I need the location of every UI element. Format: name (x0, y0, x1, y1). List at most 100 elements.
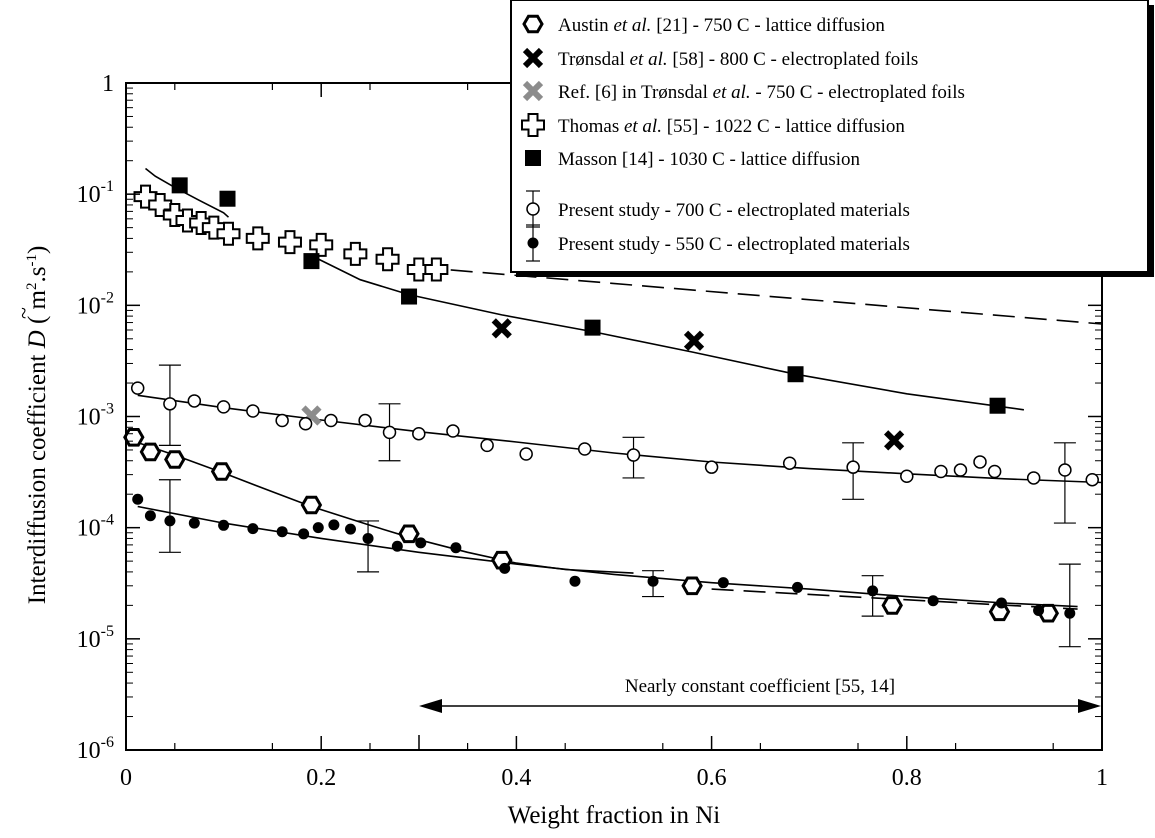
data-point-open-circle (577, 442, 592, 456)
x-stroke-b (522, 80, 544, 102)
legend-label-part: - 750 C - electroplated foils (751, 82, 965, 103)
data-point-hexagon (681, 576, 703, 596)
data-point-open-circle (519, 447, 533, 461)
data-point-open-circle (1026, 471, 1041, 485)
y-tick-label: 10-3 (77, 401, 114, 431)
y-tick-base: 10 (77, 405, 101, 431)
legend-label: Thomas et al. [55] - 1022 C - lattice di… (558, 116, 905, 137)
x-stroke-b (522, 47, 544, 69)
legend-label: Present study - 700 C - electroplated ma… (558, 200, 910, 221)
data-point-open-circle (626, 448, 641, 462)
legend-label-part: Present study - 700 C - electroplated ma… (558, 200, 910, 221)
data-point-open-circle (382, 425, 397, 440)
data-point-filled-circle (450, 542, 462, 554)
data-point-plus (343, 241, 368, 266)
data-point-x (683, 330, 705, 351)
y-tick-exponent: -5 (101, 623, 114, 640)
legend-marker-x (522, 80, 544, 102)
annotation-arrowhead-right (1078, 699, 1101, 713)
y-tick-exponent: -1 (101, 178, 114, 195)
data-point-filled-circle (218, 519, 230, 531)
legend-label: Trønsdal et al. [58] - 800 C - electropl… (558, 49, 918, 70)
y-axis-label-unit-mid: .s (24, 267, 51, 283)
y-axis-label: Interdiffusion coefficient D ( m2.s-1) ~ (11, 246, 51, 605)
legend-marker-hexagon (522, 14, 544, 34)
y-tick-label: 1 (102, 71, 114, 97)
data-point-x (883, 430, 905, 451)
legend-label-part: et al. (713, 82, 751, 103)
y-tick-exponent: -6 (101, 734, 114, 751)
data-point-filled-circle (1033, 604, 1045, 616)
legend-marker-x (522, 47, 544, 69)
data-point-open-circle (163, 397, 177, 411)
data-point-hexagon (300, 495, 323, 515)
data-point-plus (406, 257, 431, 282)
x-stroke-b (491, 318, 512, 339)
legend-label: Ref. [6] in Trønsdal et al. - 750 C - el… (558, 82, 965, 103)
y-axis-label-symbol: D (24, 330, 51, 349)
y-axis-label-unit-close: ) (24, 246, 51, 254)
x-tick-label: 0.4 (501, 765, 531, 791)
data-point-filled-circle (144, 510, 156, 522)
data-point-open-circle (187, 394, 202, 408)
data-point-hexagon (398, 524, 420, 544)
data-point-square (989, 397, 1006, 414)
error-bar (1058, 563, 1081, 648)
data-point-open-circle (987, 464, 1002, 479)
annotation-arrowhead-left (419, 699, 442, 713)
data-point-filled-circle (391, 540, 403, 552)
legend-label-part: Thomas (558, 116, 624, 137)
data-point-filled-circle (647, 575, 659, 587)
legend-label: Austin et al. [21] - 750 C - lattice dif… (558, 15, 885, 36)
data-point-filled-circle (499, 562, 511, 574)
data-point-filled-circle (791, 581, 803, 593)
legend-marker-square (525, 150, 541, 166)
y-tick-base: 10 (77, 516, 101, 542)
data-point-hexagon (210, 462, 233, 481)
y-tick-label: 10-6 (77, 734, 114, 764)
data-point-open-circle (324, 413, 338, 428)
legend-label-part: et al. (624, 116, 662, 137)
x-tick-label: 0.8 (892, 765, 922, 791)
data-point-open-circle (275, 413, 289, 428)
x-axis-label: Weight fraction in Ni (508, 802, 721, 829)
data-point-open-circle (782, 456, 797, 470)
legend-label: Masson [14] - 1030 C - lattice diffusion (558, 149, 861, 170)
data-point-open-circle (846, 460, 860, 474)
data-point-plus (424, 257, 449, 282)
legend-label-part: Austin (558, 15, 613, 36)
data-point-open-circle (446, 424, 460, 438)
data-point-x (491, 318, 512, 339)
x-tick-label: 1 (1096, 765, 1108, 791)
data-point-open-circle (934, 464, 948, 479)
data-point-open-circle (1058, 463, 1072, 477)
x-stroke-b (683, 330, 705, 351)
data-point-hexagon (164, 450, 186, 469)
data-point-filled-circle (164, 515, 176, 527)
error-bar (1053, 442, 1076, 524)
y-tick-exponent: -4 (101, 512, 114, 529)
data-point-filled-circle (344, 523, 356, 535)
data-point-plus (245, 226, 270, 251)
y-tick-exponent: -2 (101, 289, 114, 306)
data-point-filled-circle (247, 523, 259, 535)
y-tick-labels: 110-110-210-310-410-510-6 (77, 71, 114, 764)
data-point-open-circle (358, 413, 372, 428)
y-tick-label: 10-4 (77, 512, 114, 542)
y-tick-exponent: -3 (101, 401, 114, 418)
legend: Austin et al. [21] - 750 C - lattice dif… (510, 0, 1154, 277)
legend-marker-open-circle (526, 202, 540, 216)
data-point-open-circle (246, 404, 260, 418)
y-tick-label: 10-5 (77, 623, 114, 653)
data-point-square (584, 319, 601, 336)
legend-label-part: et al. (613, 15, 651, 36)
legend-marker-filled-circle (527, 237, 539, 249)
data-point-plus (216, 221, 241, 246)
fit-line (145, 167, 230, 218)
data-point-open-circle (412, 426, 426, 441)
data-point-square (787, 366, 804, 383)
y-tick-label: 10-1 (77, 178, 114, 208)
data-point-filled-circle (995, 597, 1007, 609)
data-point-filled-circle (188, 517, 200, 529)
